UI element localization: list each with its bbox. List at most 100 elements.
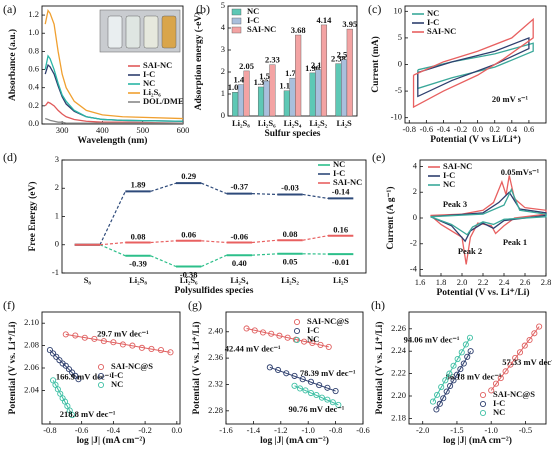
y-axis-label: Potential (V vs. Li⁺/Li) [374,322,385,415]
data-point [276,332,283,339]
step-label: -0.01 [332,257,350,267]
step-label: 1.89 [131,179,146,189]
data-point [291,372,298,379]
data-line [430,188,547,236]
data-point [81,334,88,341]
data-point [302,387,309,394]
data-point [65,366,73,373]
y-axis-label: Current (mA) [370,36,381,93]
data-point [332,388,339,395]
bar-value-label: 4.14 [317,15,333,25]
y-tick-label: 1.2 [28,9,39,19]
x-tick-label: -0.2 [138,425,151,435]
y-tick-label: -1 [52,267,59,277]
panel-label: (d) [3,150,17,164]
legend-swatch [97,372,105,380]
data-point [307,389,314,397]
x-tick-label: Li₂S₂ [281,275,299,285]
x-tick-label: 0.4 [507,124,518,134]
connector [150,255,177,268]
vial [143,15,159,49]
legend-label: I-C [443,170,455,180]
x-tick-label: Li₂S₄ [230,275,248,285]
data-point [521,342,528,349]
y-tick-label: 5 [398,32,402,42]
data-point [318,394,325,401]
slope-label: 29.7 mV dec⁻¹ [97,328,149,338]
step-label: -0.03 [281,182,299,192]
panel-label: (h) [371,298,385,312]
data-line [44,54,184,122]
y-tick-label: 10 [394,5,403,15]
data-point [309,339,316,347]
data-point [329,399,336,406]
data-line [44,8,184,120]
y-tick-label: 3 [221,44,225,54]
legend-label: I-C [247,15,259,25]
connector [201,182,227,195]
step-label: 0.40 [232,258,247,268]
legend-label: DOL/DME [143,96,184,106]
x-axis-label: log |J| (mA cm⁻²) [77,435,146,446]
x-tick-label: -0.6 [75,425,88,435]
legend-label: SAI-NC@S [111,361,153,371]
plot-frame [225,311,364,425]
y-tick-label: 2.10 [24,317,39,327]
bar [315,69,322,117]
x-tick-label: Li₂S₈ [129,275,147,285]
data-point [100,338,107,345]
data-point [446,370,453,377]
x-tick-label: -0.5 [519,425,532,435]
y-tick-label: -2 [410,238,417,248]
data-point [466,334,474,341]
bar-value-label: 1.96 [305,63,320,73]
legend-swatch [293,318,301,326]
step-label: -0.06 [230,231,248,241]
legend-swatch [479,400,487,408]
legend-label: NC [493,407,505,417]
y-tick-label: 2.22 [391,368,406,378]
vial [107,15,123,49]
bar [346,28,353,117]
data-point [157,347,165,354]
legend-label: I-C [111,370,123,380]
data-point [442,377,449,384]
x-tick-label: Li₂S [336,118,352,128]
data-point [53,353,60,360]
bar-value-label: 1.42 [233,75,248,85]
connector [251,239,278,244]
y-tick-label: 2.24 [391,345,407,355]
y-tick-label: 2 [55,182,59,192]
bar-value-label: 3.68 [291,25,306,35]
bar [237,84,244,117]
x-tick-label: -0.6 [420,124,433,134]
data-point [453,371,461,378]
y-tick-label: 2.32 [208,378,223,388]
panel-label: (c) [368,2,381,16]
x-tick-label: -0.4 [437,124,451,134]
data-point [434,391,441,398]
legend-label: I-C [427,17,439,27]
data-point [138,344,145,351]
bar [283,90,290,117]
legend-swatch [231,26,242,34]
data-point [454,355,461,363]
step-label: -0.38 [180,269,198,279]
legend-label: SAI-NC [427,26,456,36]
y-tick-label: 1 [221,88,225,98]
bar [309,72,316,117]
data-point [429,398,437,405]
data-point [251,327,258,334]
step-label: -0.14 [332,186,350,196]
data-point [325,343,332,350]
x-axis-label: log |J| (mA cm⁻²) [260,435,329,446]
fit-line [432,337,471,402]
data-point [335,401,342,408]
data-point [69,369,76,376]
y-axis-label: Potential (V vs. Li⁺/Li) [7,322,18,415]
data-point [497,375,504,382]
data-point [299,376,306,383]
y-axis-label: Potential (V vs. Li⁺/Li) [191,322,202,415]
connector [251,253,278,256]
connector [302,235,329,241]
